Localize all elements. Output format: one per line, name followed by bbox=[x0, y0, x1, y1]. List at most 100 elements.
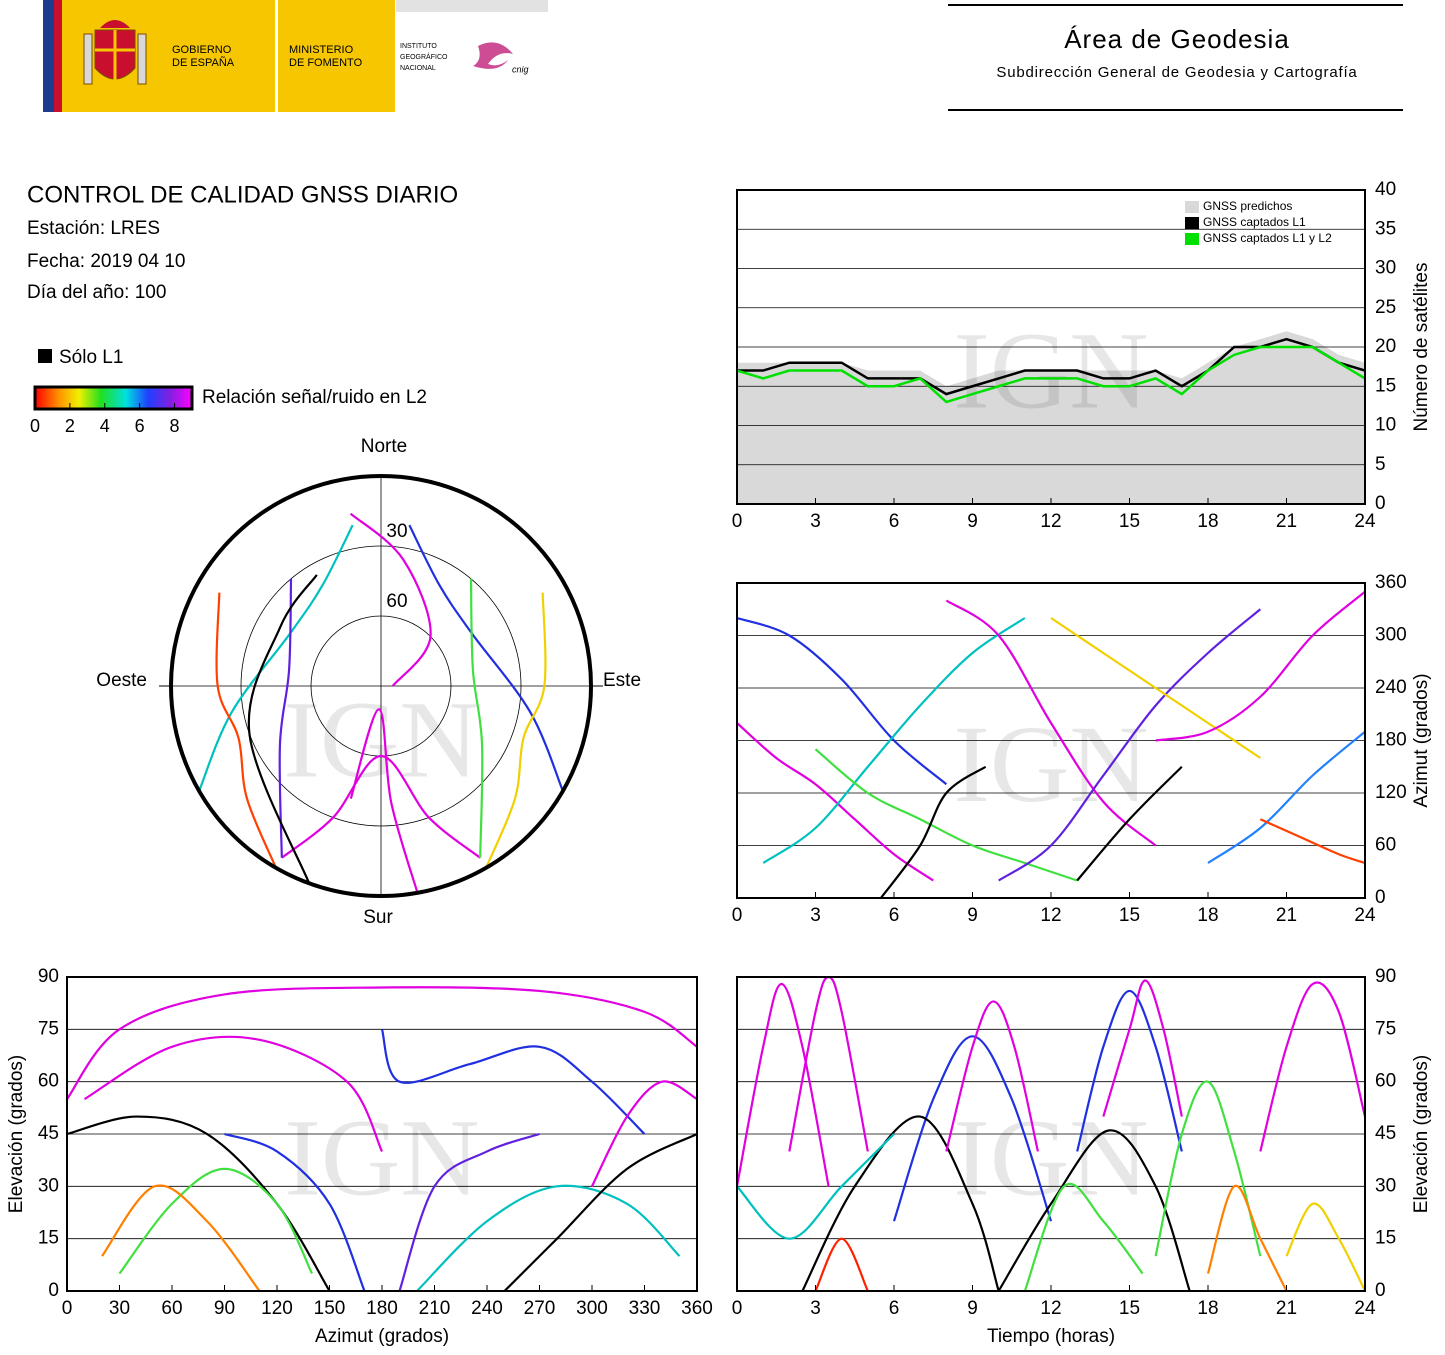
satellite-track bbox=[380, 1028, 646, 1135]
satellite-track bbox=[1207, 730, 1365, 864]
series-area bbox=[737, 331, 1365, 504]
satellite-track bbox=[67, 1115, 331, 1291]
colorbar-tick-label: 4 bbox=[100, 416, 110, 436]
colorbar-tick-label: 0 bbox=[30, 416, 40, 436]
x-tick-label: 3 bbox=[810, 511, 821, 532]
x-tick-label: 60 bbox=[161, 1298, 182, 1319]
y-tick-label: 0 bbox=[48, 1280, 59, 1301]
x-tick-label: 24 bbox=[1354, 1298, 1376, 1319]
satellite-track bbox=[278, 578, 293, 858]
satellite-track bbox=[814, 1237, 869, 1291]
x-tick-label: 21 bbox=[1276, 1298, 1297, 1319]
x-axis-label: Tiempo (horas) bbox=[987, 1326, 1115, 1347]
y-tick-label: 5 bbox=[1375, 454, 1386, 475]
institute-name: NACIONAL bbox=[400, 65, 436, 72]
y-tick-label: 40 bbox=[1375, 179, 1396, 200]
plot-area: IGN bbox=[737, 190, 1365, 504]
x-tick-label: 9 bbox=[967, 905, 978, 926]
x-tick-label: 21 bbox=[1276, 511, 1297, 532]
x-tick-label: 9 bbox=[967, 511, 978, 532]
area-title: Área de Geodesia bbox=[1064, 24, 1290, 54]
y-axis-label: Elevación (grados) bbox=[6, 1055, 27, 1213]
x-tick-label: 300 bbox=[576, 1298, 608, 1319]
y-tick-label: 35 bbox=[1375, 218, 1396, 239]
satellite-track bbox=[997, 1129, 1191, 1291]
y-tick-label: 30 bbox=[1375, 1175, 1396, 1196]
plot-frame bbox=[736, 189, 1366, 505]
legend-swatch bbox=[1185, 217, 1199, 229]
x-tick-label: 18 bbox=[1197, 905, 1218, 926]
report-title: CONTROL DE CALIDAD GNSS DIARIO bbox=[27, 181, 458, 208]
series-line bbox=[737, 345, 1365, 404]
plot-frame bbox=[736, 976, 1366, 1292]
legend-swatch bbox=[1185, 201, 1199, 213]
gov-name: DE ESPAÑA bbox=[172, 56, 235, 69]
elevation-ring bbox=[240, 545, 522, 827]
satellite-track bbox=[788, 977, 869, 1152]
l1-legend: Sólo L1 bbox=[59, 347, 123, 368]
x-tick-label: 12 bbox=[1040, 1298, 1061, 1319]
day-of-year: Día del año: 100 bbox=[27, 282, 166, 303]
colorbar-tick-label: 6 bbox=[135, 416, 145, 436]
satellite-track bbox=[1076, 765, 1183, 882]
y-tick-label: 90 bbox=[1375, 966, 1396, 987]
watermark: IGN bbox=[953, 1096, 1149, 1218]
x-axis-label: Azimut (grados) bbox=[315, 1326, 449, 1347]
satellite-track bbox=[1023, 1182, 1144, 1291]
y-tick-label: 15 bbox=[1375, 1228, 1396, 1249]
satellite-track bbox=[801, 1115, 1000, 1291]
y-tick-label: 60 bbox=[1375, 835, 1396, 856]
station: Estación: LRES bbox=[27, 218, 160, 239]
y-tick-label: 60 bbox=[38, 1071, 59, 1092]
satellite-track bbox=[1206, 1184, 1288, 1291]
satellite-track bbox=[1076, 989, 1183, 1152]
y-tick-label: 20 bbox=[1375, 336, 1396, 357]
x-tick-label: 24 bbox=[1354, 905, 1376, 926]
x-tick-label: 120 bbox=[261, 1298, 293, 1319]
direction-label: Oeste bbox=[96, 670, 147, 691]
x-tick-label: 15 bbox=[1119, 511, 1140, 532]
y-tick-label: 25 bbox=[1375, 297, 1396, 318]
legend-label: GNSS predichos bbox=[1203, 199, 1292, 213]
x-tick-label: 9 bbox=[967, 1298, 978, 1319]
x-tick-label: 18 bbox=[1197, 511, 1218, 532]
satellite-track bbox=[215, 592, 278, 869]
y-tick-label: 30 bbox=[1375, 258, 1396, 279]
satellite-track bbox=[1259, 981, 1365, 1152]
y-tick-label: 0 bbox=[1375, 1280, 1386, 1301]
satellite-track bbox=[247, 574, 318, 884]
y-tick-label: 15 bbox=[1375, 375, 1396, 396]
satellite-track bbox=[737, 982, 830, 1187]
x-tick-label: 6 bbox=[889, 1298, 900, 1319]
satellite-track bbox=[469, 578, 484, 858]
x-tick-label: 210 bbox=[419, 1298, 451, 1319]
y-tick-label: 0 bbox=[1375, 887, 1386, 908]
y-axis-label: Número de satélites bbox=[1411, 263, 1432, 432]
satellite-track bbox=[1102, 979, 1183, 1117]
colorbar-tick-label: 2 bbox=[65, 416, 75, 436]
satellite-track bbox=[1154, 1080, 1262, 1257]
x-tick-label: 90 bbox=[214, 1298, 235, 1319]
satellite-track bbox=[503, 1133, 697, 1291]
y-tick-label: 240 bbox=[1375, 677, 1407, 698]
satellite-track bbox=[737, 1133, 895, 1240]
satellite-track bbox=[101, 1184, 261, 1291]
satellite-track bbox=[880, 765, 987, 898]
y-tick-label: 45 bbox=[38, 1123, 59, 1144]
x-tick-label: 0 bbox=[732, 905, 743, 926]
y-tick-label: 180 bbox=[1375, 730, 1407, 751]
direction-label: Este bbox=[603, 670, 641, 691]
satellite-track bbox=[408, 524, 564, 792]
satellite-track bbox=[1155, 590, 1365, 742]
line-chart: IGN 0 15 30 45 60 75 90 0 30 60 90 120 150 180 210 240 27… bbox=[6, 966, 713, 1347]
plot-frame bbox=[736, 582, 1366, 899]
date: Fecha: 2019 04 10 bbox=[27, 251, 185, 272]
x-tick-label: 24 bbox=[1354, 511, 1376, 532]
direction-label: Norte bbox=[361, 436, 407, 457]
satellite-track bbox=[591, 1080, 697, 1187]
x-tick-label: 15 bbox=[1119, 905, 1140, 926]
satellite-track bbox=[737, 722, 934, 882]
ring-label: 30 bbox=[386, 521, 407, 542]
legend-label: GNSS captados L1 bbox=[1203, 215, 1306, 229]
